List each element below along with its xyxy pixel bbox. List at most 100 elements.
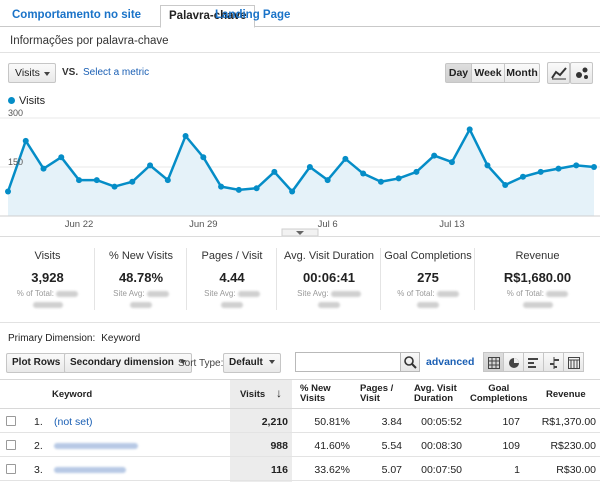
tab-comportamento[interactable]: Comportamento no site — [12, 9, 142, 21]
performance-view-button[interactable] — [523, 352, 544, 372]
period-month-button[interactable]: Month — [504, 63, 540, 83]
sort-type-label: Sort Type: — [178, 358, 224, 369]
data-point[interactable] — [395, 175, 402, 182]
header-pages-visit[interactable]: Pages / Visit — [360, 383, 394, 404]
data-point[interactable] — [129, 178, 136, 185]
x-tick-label: Jul 13 — [439, 219, 464, 230]
cell-visits: 988 — [270, 440, 288, 452]
data-point[interactable] — [377, 178, 384, 185]
data-point[interactable] — [76, 177, 83, 184]
tab-landing-page[interactable]: Landing Page — [215, 9, 291, 21]
data-point[interactable] — [502, 181, 509, 188]
data-point[interactable] — [591, 164, 597, 170]
data-point[interactable] — [164, 177, 171, 184]
scorecard-new-visits[interactable]: % New Visits 48.78% Site Avg: — [95, 240, 187, 318]
data-point[interactable] — [58, 154, 65, 161]
data-point[interactable] — [466, 126, 473, 133]
divider — [474, 248, 475, 310]
line-chart-view-button[interactable] — [547, 62, 570, 84]
keyword-link[interactable]: (not set) — [54, 416, 93, 428]
data-point[interactable] — [306, 164, 313, 170]
period-week-button[interactable]: Week — [471, 63, 505, 83]
row-checkbox[interactable] — [6, 416, 16, 426]
data-point[interactable] — [519, 173, 526, 180]
motion-chart-view-button[interactable] — [570, 62, 593, 84]
data-point[interactable] — [200, 154, 207, 161]
chevron-down-icon — [268, 360, 275, 364]
data-point[interactable] — [573, 162, 580, 169]
chevron-down-icon — [44, 72, 50, 76]
tab-palavra-chave[interactable]: Palavra-chave — [160, 5, 256, 28]
scorecard-pages-visit[interactable]: Pages / Visit 4.44 Site Avg: — [187, 240, 277, 318]
scorecards: Visits 3,928 % of Total: % New Visits 48… — [0, 240, 600, 320]
scorecard-value: 275 — [417, 270, 439, 285]
data-point[interactable] — [218, 183, 225, 190]
header-goal-completions[interactable]: Goal Completions — [470, 383, 528, 404]
data-point[interactable] — [147, 162, 154, 169]
keyword-link[interactable] — [54, 464, 126, 476]
data-point[interactable] — [448, 159, 455, 166]
table-view-button[interactable] — [483, 352, 504, 372]
sort-type-select[interactable]: Default — [223, 353, 281, 373]
data-point[interactable] — [111, 183, 118, 190]
y-tick-label: 300 — [8, 108, 23, 118]
data-point[interactable] — [5, 188, 11, 195]
data-point[interactable] — [342, 155, 349, 162]
secondary-dimension-select[interactable]: Secondary dimension — [64, 353, 192, 373]
scorecard-revenue[interactable]: Revenue R$1,680.00 % of Total: — [475, 240, 600, 318]
divider — [0, 322, 600, 323]
data-point[interactable] — [413, 168, 420, 175]
x-tick-label: Jun 22 — [65, 219, 94, 230]
cell-new-visits: 50.81% — [314, 416, 350, 428]
data-point[interactable] — [271, 168, 278, 175]
row-checkbox[interactable] — [6, 440, 16, 450]
data-point[interactable] — [324, 177, 331, 184]
data-point[interactable] — [484, 162, 491, 169]
series-line-visits — [6, 126, 595, 194]
legend-dot-icon — [8, 97, 15, 104]
advanced-filter-link[interactable]: advanced — [426, 356, 475, 368]
data-point[interactable] — [253, 185, 260, 192]
data-point[interactable] — [537, 168, 544, 175]
comparison-view-button[interactable] — [543, 352, 564, 372]
plot-rows-button[interactable]: Plot Rows — [6, 353, 67, 373]
data-point[interactable] — [555, 165, 562, 172]
pie-chart-icon — [509, 358, 519, 368]
pivot-icon — [568, 357, 580, 369]
row-index: 1. — [34, 416, 43, 428]
scorecard-avg-duration[interactable]: Avg. Visit Duration 00:06:41 Site Avg: — [277, 240, 381, 318]
primary-dimension-value[interactable]: Keyword — [101, 333, 141, 344]
row-checkbox[interactable] — [6, 464, 16, 474]
data-point[interactable] — [22, 137, 29, 144]
data-point[interactable] — [235, 186, 242, 193]
keyword-link[interactable] — [54, 440, 138, 452]
data-point[interactable] — [93, 177, 100, 184]
header-keyword[interactable]: Keyword — [52, 389, 93, 400]
cell-goal-completions: 109 — [502, 440, 520, 452]
pivot-view-button[interactable] — [563, 352, 584, 372]
data-point[interactable] — [40, 165, 47, 172]
data-point[interactable] — [182, 132, 189, 139]
header-avg-duration[interactable]: Avg. Visit Duration — [414, 383, 457, 404]
select-metric-link[interactable]: Select a metric — [83, 67, 150, 78]
cell-visits: 2,210 — [261, 416, 288, 428]
scorecard-goal-completions[interactable]: Goal Completions 275 % of Total: — [381, 240, 475, 318]
scorecard-value: 48.78% — [118, 270, 164, 285]
x-tick-label: Jun 29 — [189, 219, 218, 230]
cell-new-visits: 33.62% — [314, 464, 350, 476]
header-visits[interactable]: Visits — [240, 389, 266, 400]
period-day-button[interactable]: Day — [445, 63, 472, 83]
metric-select[interactable]: Visits — [8, 63, 56, 83]
table-search-input[interactable] — [295, 352, 401, 372]
data-point[interactable] — [431, 152, 438, 159]
header-revenue[interactable]: Revenue — [546, 389, 586, 400]
header-new-visits[interactable]: % New Visits — [300, 383, 331, 404]
search-button[interactable] — [400, 352, 420, 372]
data-point[interactable] — [360, 170, 367, 177]
bar-list-icon — [528, 358, 538, 368]
cell-revenue: R$30.00 — [556, 464, 596, 476]
data-point[interactable] — [289, 188, 296, 195]
scorecard-visits[interactable]: Visits 3,928 % of Total: — [0, 240, 95, 318]
pie-view-button[interactable] — [503, 352, 524, 372]
cell-new-visits: 41.60% — [314, 440, 350, 452]
